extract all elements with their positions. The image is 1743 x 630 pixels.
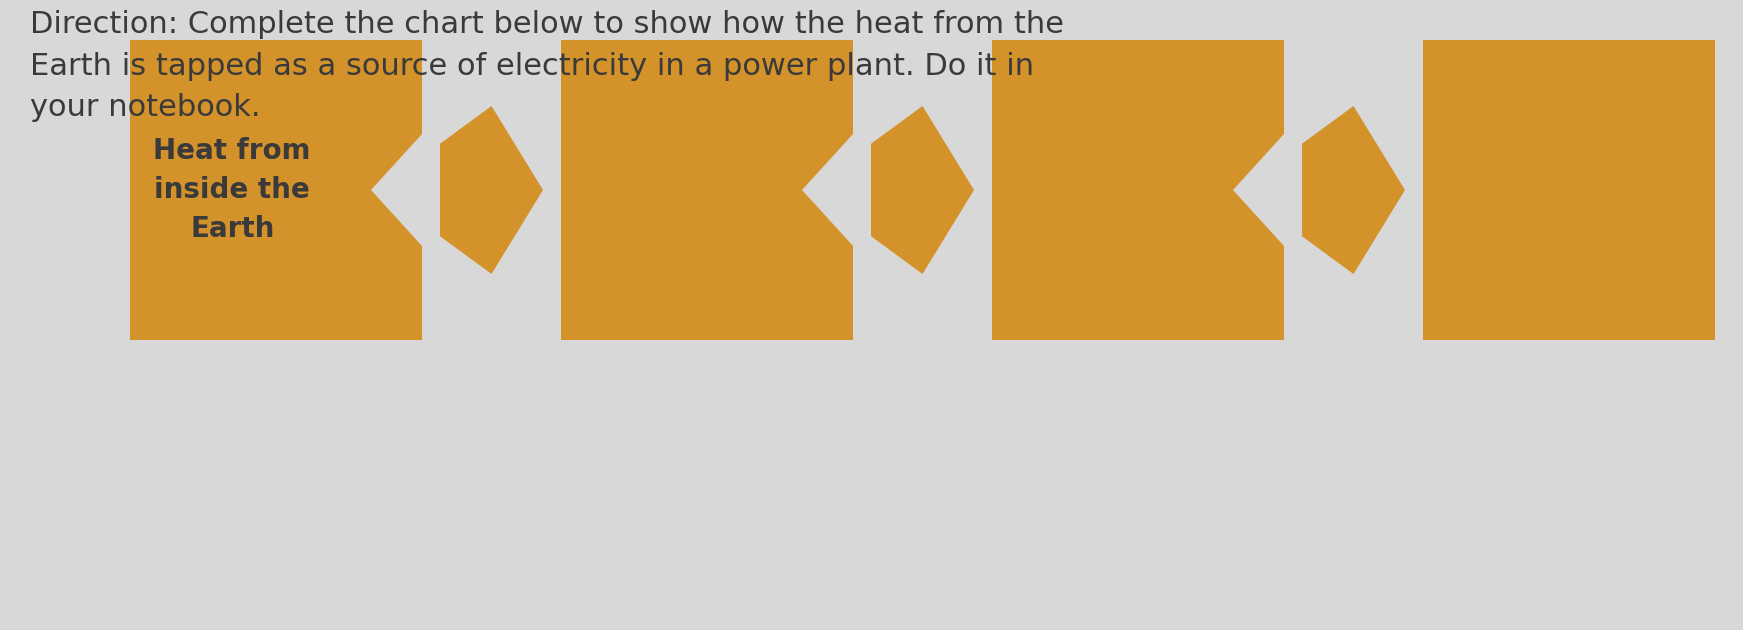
Polygon shape: [992, 40, 1285, 340]
Bar: [1422, 40, 1715, 340]
Polygon shape: [872, 106, 974, 274]
Polygon shape: [561, 40, 852, 340]
Polygon shape: [1302, 106, 1405, 274]
Text: Direction: Complete the chart below to show how the heat from the
Earth is tappe: Direction: Complete the chart below to s…: [30, 10, 1063, 122]
Polygon shape: [439, 106, 544, 274]
Text: Heat from
inside the
Earth: Heat from inside the Earth: [153, 137, 310, 243]
Polygon shape: [131, 40, 422, 340]
